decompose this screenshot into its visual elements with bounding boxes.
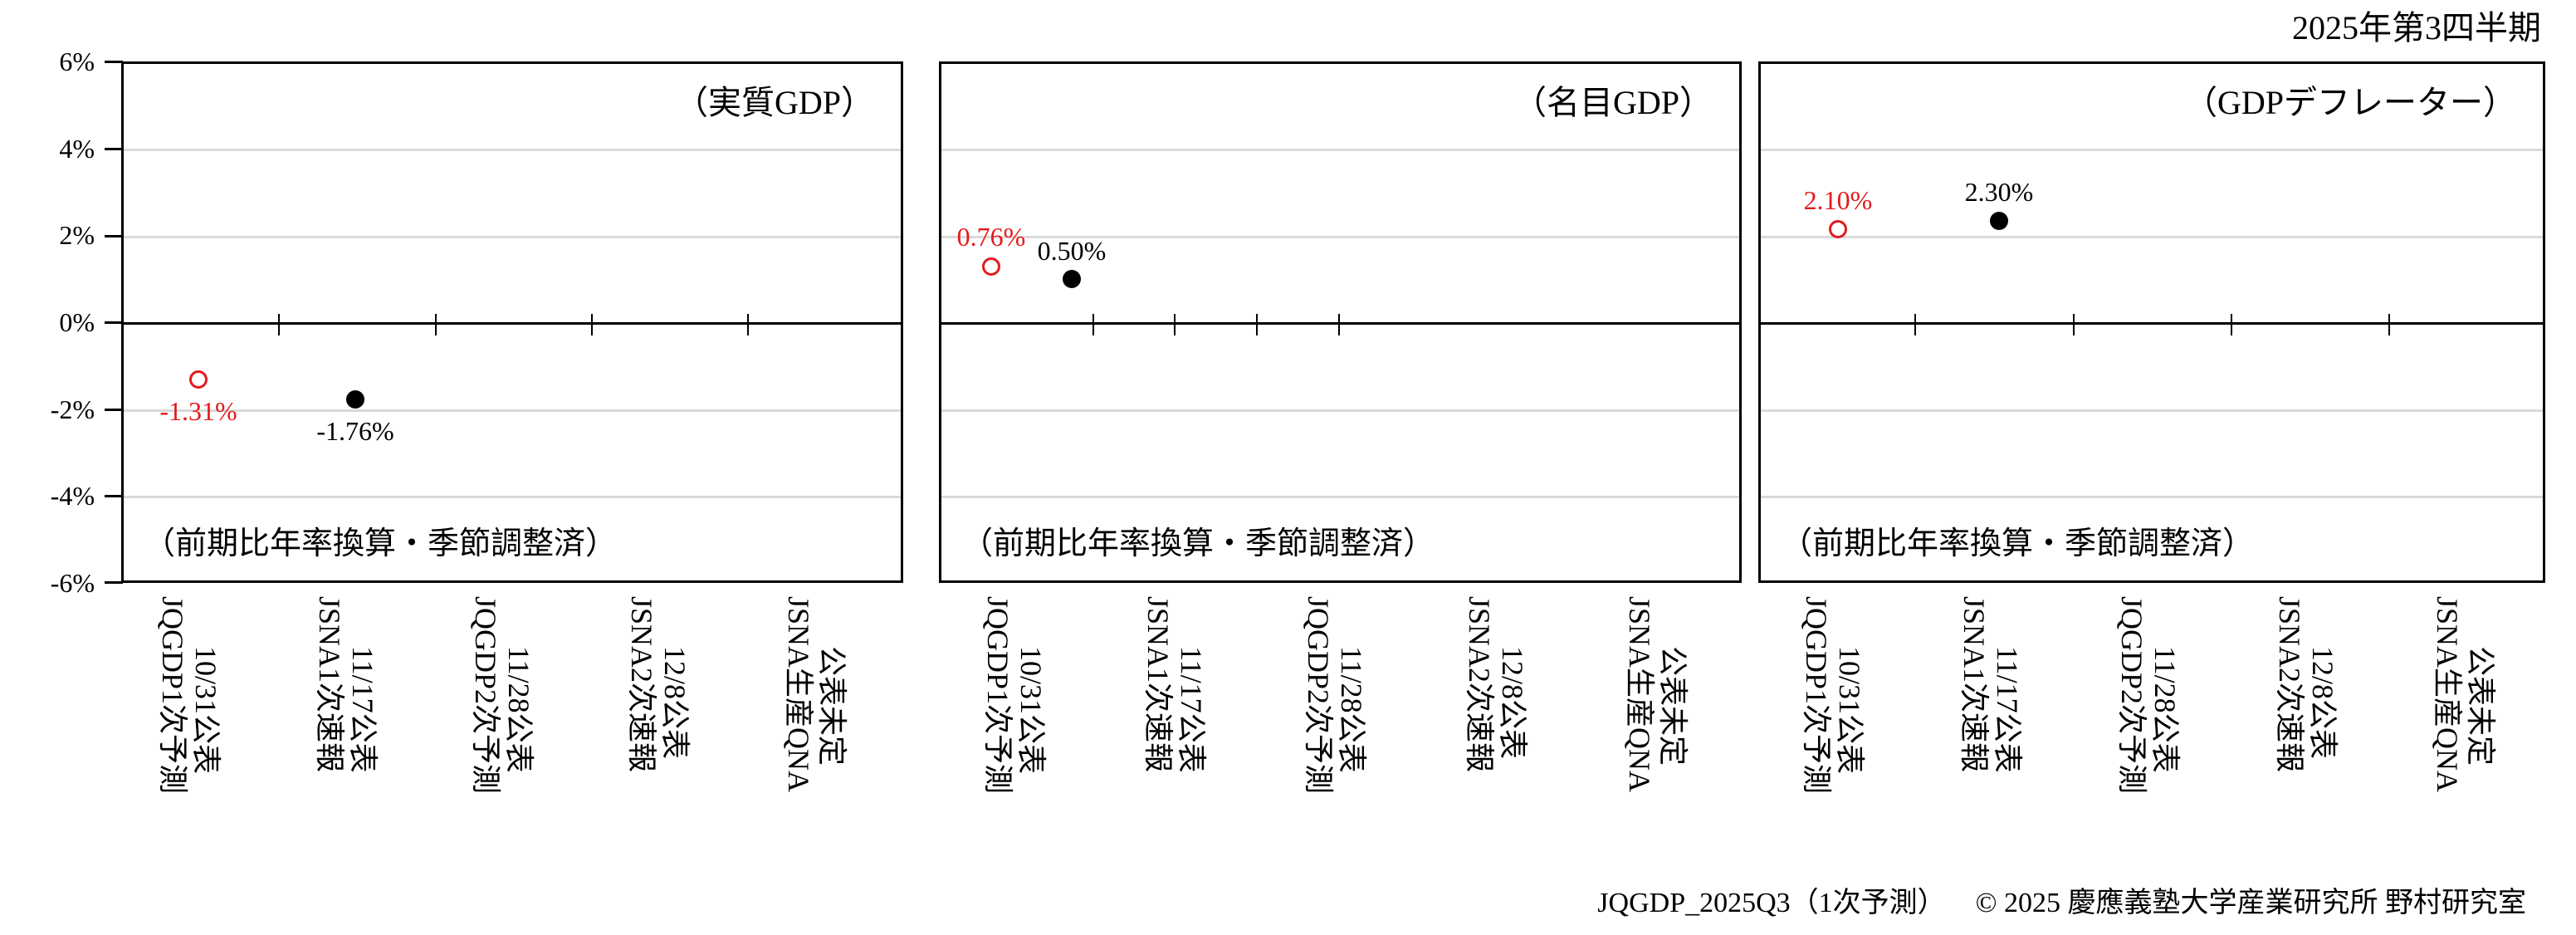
official-marker xyxy=(1063,270,1081,288)
gridline xyxy=(941,496,1739,498)
gridline xyxy=(1761,496,2543,498)
data-label: 2.10% xyxy=(1803,185,1873,215)
x-tick xyxy=(591,314,593,335)
y-tick xyxy=(105,235,123,237)
x-tick xyxy=(1914,314,1916,335)
data-label: 0.76% xyxy=(956,222,1026,252)
gridline xyxy=(1761,409,2543,412)
data-label: -1.76% xyxy=(316,416,394,446)
forecast-marker xyxy=(1829,220,1847,238)
panel-note: （前期比年率換算・季節調整済） xyxy=(961,526,1435,561)
gridline xyxy=(1761,149,2543,151)
data-label: 0.50% xyxy=(1037,236,1107,266)
panel-title: （GDPデフレーター） xyxy=(2183,84,2516,121)
x-tick xyxy=(747,314,749,335)
x-tick xyxy=(2388,314,2390,335)
y-tick-label: 4% xyxy=(59,134,95,164)
x-tick xyxy=(2231,314,2232,335)
y-tick xyxy=(105,581,123,584)
panel-title: （名目GDP） xyxy=(1513,84,1713,121)
y-tick-label: -6% xyxy=(50,568,95,598)
data-label: -1.31% xyxy=(159,396,237,426)
panel-note: （前期比年率換算・季節調整済） xyxy=(144,526,618,561)
gridline xyxy=(941,236,1739,238)
gridline xyxy=(124,496,901,498)
zero-line xyxy=(124,322,901,325)
gridline xyxy=(941,409,1739,412)
panel-gdp-deflator: （GDPデフレーター） （前期比年率換算・季節調整済） 2.10% 2.30% xyxy=(1758,61,2545,583)
forecast-marker xyxy=(982,257,1000,276)
y-tick-label: 6% xyxy=(59,47,95,76)
y-tick-label: -2% xyxy=(50,394,95,424)
forecast-marker xyxy=(189,370,208,389)
panel-real-gdp: （実質GDP） （前期比年率換算・季節調整済） -1.31% -1.76% xyxy=(121,61,903,583)
y-tick xyxy=(105,495,123,497)
x-tick xyxy=(1256,314,1258,335)
zero-line xyxy=(1761,322,2543,325)
y-tick xyxy=(105,409,123,411)
y-tick xyxy=(105,321,123,324)
gridline xyxy=(1761,236,2543,238)
x-tick xyxy=(1338,314,1340,335)
y-tick xyxy=(105,148,123,150)
gridline xyxy=(124,409,901,412)
zero-line xyxy=(941,322,1739,325)
gridline xyxy=(941,149,1739,151)
x-tick xyxy=(1174,314,1176,335)
y-tick xyxy=(105,61,123,63)
model-label: JQGDP_2025Q3（1次予測） xyxy=(1597,888,1946,918)
data-label: 2.30% xyxy=(1964,177,2034,207)
quarter-title: 2025年第3四半期 xyxy=(2292,9,2541,47)
gridline xyxy=(124,236,901,238)
y-tick-label: -4% xyxy=(50,481,95,511)
y-tick-label: 2% xyxy=(59,220,95,250)
x-tick xyxy=(278,314,280,335)
official-marker xyxy=(1990,212,2008,230)
panel-nominal-gdp: （名目GDP） （前期比年率換算・季節調整済） 0.76% 0.50% xyxy=(939,61,1742,583)
x-tick xyxy=(435,314,437,335)
official-marker xyxy=(346,390,364,409)
footer: JQGDP_2025Q3（1次予測） © 2025 慶應義塾大学産業研究所 野村研… xyxy=(1597,887,2526,920)
x-tick xyxy=(1092,314,1094,335)
gridline xyxy=(124,149,901,151)
panel-note: （前期比年率換算・季節調整済） xyxy=(1781,526,2255,561)
y-tick-label: 0% xyxy=(59,307,95,337)
copyright: © 2025 慶應義塾大学産業研究所 野村研究室 xyxy=(1975,888,2526,918)
x-tick xyxy=(2073,314,2075,335)
panel-title: （実質GDP） xyxy=(674,84,874,121)
